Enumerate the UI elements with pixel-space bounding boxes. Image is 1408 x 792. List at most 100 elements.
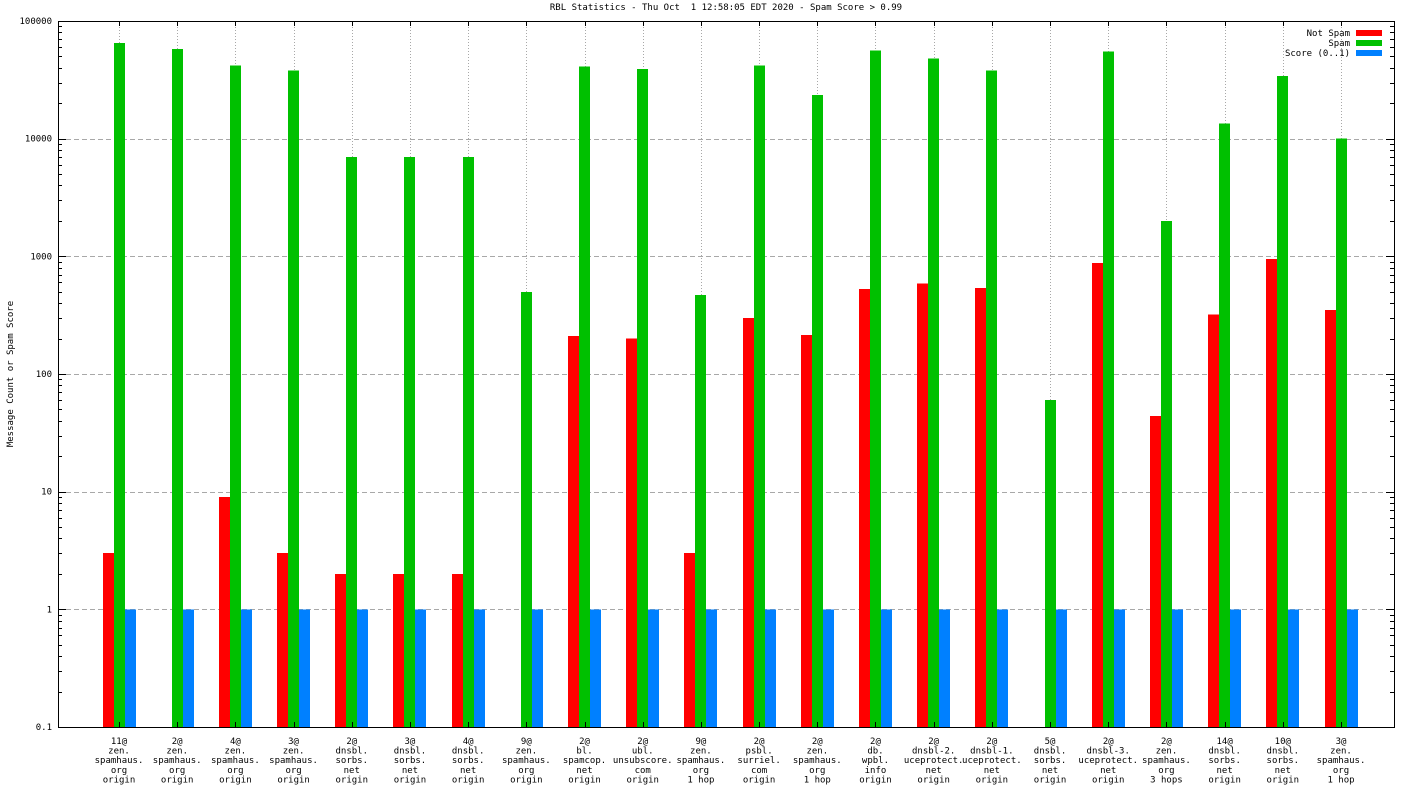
x-category-label: 11@ zen. spamhaus. org origin [95,737,144,785]
x-category-label: 2@ dnsbl-3. uceprotect. net origin [1078,737,1138,785]
bar-spam [114,43,125,728]
x-category-label: 4@ zen. spamhaus. org origin [211,737,260,785]
bar-score-0-1 [881,609,892,727]
bar-spam [1161,220,1172,727]
bar-spam [230,65,241,728]
bar-score-0-1 [1056,609,1067,727]
bar-spam [637,69,648,728]
x-category-label: 2@ psbl. surriel. com origin [737,737,780,785]
bar-spam [288,70,299,728]
x-category-label: 3@ dnsbl. sorbs. net origin [394,737,427,785]
y-tick-label: 0.1 [36,723,52,733]
bar-not-spam [1150,415,1161,727]
legend-label: Score (0..1) [1285,49,1350,59]
bar-not-spam [219,497,230,727]
bar-spam [1045,400,1056,727]
bar-spam [812,95,823,728]
x-category-label: 2@ dnsbl-1. uceprotect. net origin [962,737,1022,785]
bar-score-0-1 [1172,609,1183,727]
bar-score-0-1 [997,609,1008,727]
bar-spam [1219,123,1230,727]
bar-not-spam [1092,262,1103,727]
bar-not-spam [975,287,986,727]
bar-not-spam [335,573,346,727]
legend-swatch [1356,30,1382,36]
x-category-label: 2@ zen. spamhaus. org 3 hops [1142,737,1191,785]
bar-spam [579,66,590,727]
bar-score-0-1 [241,609,252,727]
x-category-label: 2@ dnsbl. sorbs. net origin [336,737,369,785]
x-category-label: 3@ zen. spamhaus. org origin [269,737,318,785]
bar-spam [1277,76,1288,727]
bar-score-0-1 [706,609,717,727]
bar-spam [928,58,939,728]
bar-score-0-1 [1288,609,1299,727]
x-category-label: 2@ dnsbl-2. uceprotect. net origin [904,737,964,785]
x-category-label: 10@ dnsbl. sorbs. net origin [1267,737,1300,785]
bar-not-spam [277,553,288,727]
bar-score-0-1 [474,609,485,727]
bar-spam [754,65,765,728]
bar-not-spam [743,317,754,727]
bar-spam [404,156,415,728]
bar-score-0-1 [648,609,659,727]
x-category-label: 14@ dnsbl. sorbs. net origin [1208,737,1241,785]
axis-ticks [58,21,1394,728]
x-category-label: 2@ zen. spamhaus. org 1 hop [793,737,842,785]
bar-score-0-1 [415,609,426,727]
bar-score-0-1 [1114,609,1125,727]
y-tick-label: 1 [47,605,52,615]
bar-score-0-1 [299,609,310,727]
bar-not-spam [1208,314,1219,727]
bar-score-0-1 [765,609,776,727]
bar-score-0-1 [823,609,834,727]
bar-spam [346,156,357,728]
bar-not-spam [684,553,695,727]
bar-not-spam [917,283,928,727]
bar-not-spam [1266,258,1277,727]
chart-title: RBL Statistics - Thu Oct 1 12:58:05 EDT … [549,3,903,13]
y-tick-label: 10000 [25,135,52,145]
bar-not-spam [568,336,579,727]
y-tick-label: 100000 [19,17,52,27]
bar-spam [986,70,997,728]
horizontal-gridlines [58,139,1394,610]
y-tick-label: 10 [41,488,52,498]
y-tick-labels: 100000 10000 1000 100 10 1 0.1 [19,17,52,733]
legend-swatch [1356,40,1382,46]
bar-spam [1103,51,1114,727]
legend-swatch [1356,50,1382,56]
bars [103,43,1358,728]
x-category-label: 3@ zen. spamhaus. org 1 hop [1317,737,1366,785]
bar-not-spam [103,553,114,727]
x-category-label: 5@ dnsbl. sorbs. net origin [1034,737,1067,785]
bar-score-0-1 [939,609,950,727]
bar-score-0-1 [1347,609,1358,727]
x-category-label: 9@ zen. spamhaus. org 1 hop [677,737,726,785]
bar-spam [463,156,474,728]
bar-score-0-1 [125,609,136,727]
bar-score-0-1 [357,609,368,727]
x-category-label: 4@ dnsbl. sorbs. net origin [452,737,485,785]
bar-spam [870,50,881,727]
bar-not-spam [859,288,870,727]
bar-not-spam [801,334,812,727]
bar-not-spam [452,573,463,727]
x-category-label: 2@ bl. spamcop. net origin [563,737,606,785]
y-tick-label: 100 [36,370,52,380]
x-category-label: 2@ db. wpbl. info origin [859,737,892,785]
bar-score-0-1 [1230,609,1241,727]
bar-spam [1336,138,1347,727]
x-category-label: 2@ zen. spamhaus. org origin [153,737,202,785]
legend-label: Spam [1328,39,1350,49]
bar-spam [695,294,706,727]
bar-spam [172,48,183,727]
bar-score-0-1 [183,609,194,727]
bar-score-0-1 [532,609,543,727]
y-tick-label: 1000 [30,252,52,262]
bar-score-0-1 [590,609,601,727]
